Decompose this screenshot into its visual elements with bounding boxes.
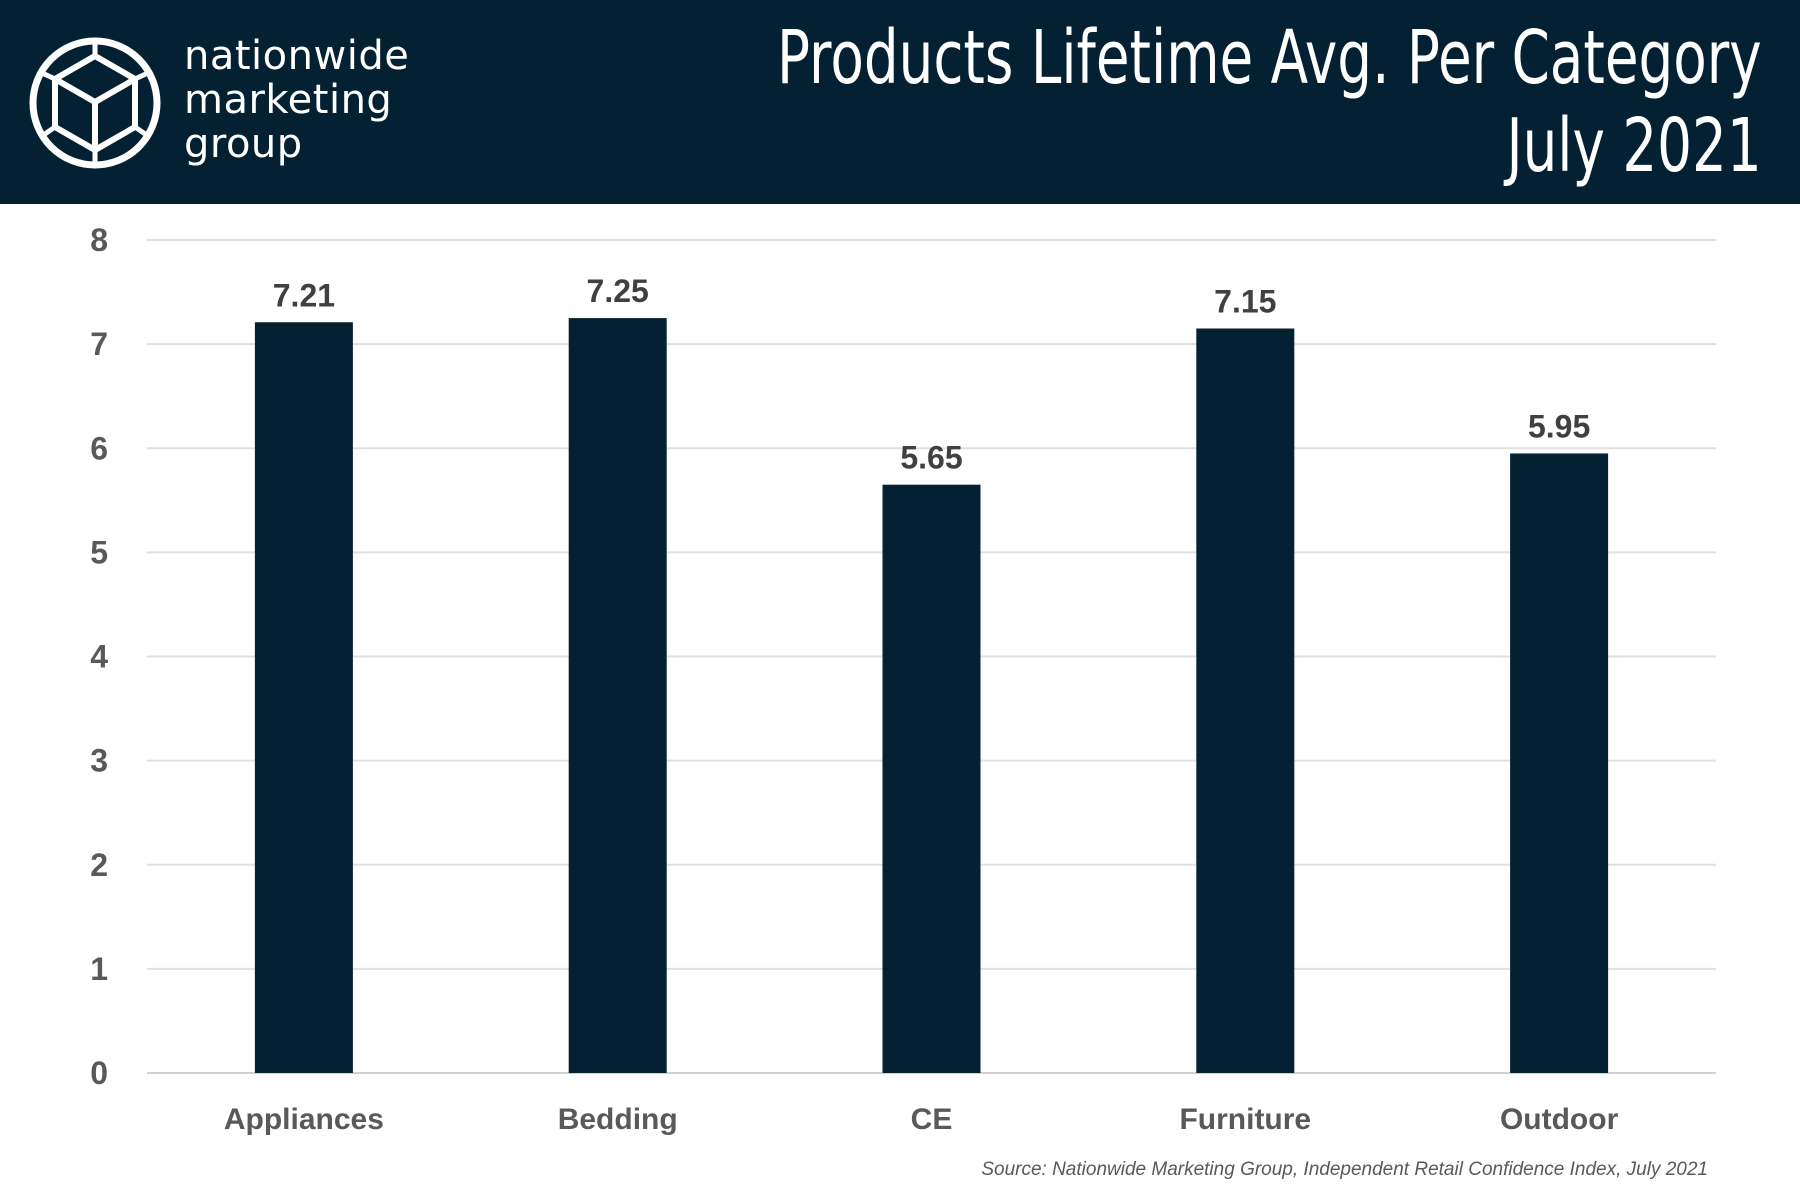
x-tick-label: Furniture bbox=[1179, 1103, 1311, 1136]
y-tick-label: 4 bbox=[90, 639, 108, 675]
data-label: 7.25 bbox=[587, 273, 649, 309]
y-tick-label: 7 bbox=[90, 326, 108, 362]
bar bbox=[1510, 453, 1609, 1073]
y-tick-label: 1 bbox=[90, 951, 108, 987]
source-note: Source: Nationwide Marketing Group, Inde… bbox=[981, 1159, 1708, 1180]
logo-icon bbox=[29, 37, 161, 169]
x-tick-label: Appliances bbox=[224, 1103, 384, 1136]
y-tick-label: 8 bbox=[90, 222, 108, 258]
title-line-1: Products Lifetime Avg. Per Category bbox=[777, 15, 1762, 101]
bar bbox=[882, 484, 981, 1074]
bar-chart: 0 1 2 3 4 5 6 7 8 7.21 Appliances 7.25 Bedding 5.65 CE… bbox=[90, 222, 1716, 1136]
x-tick-label: CE bbox=[911, 1103, 953, 1136]
x-tick-label: Outdoor bbox=[1500, 1103, 1619, 1136]
header-banner: nationwide marketing group Products Life… bbox=[0, 0, 1800, 204]
title-line-2: July 2021 bbox=[1506, 103, 1762, 189]
y-tick-label: 3 bbox=[90, 743, 108, 779]
y-tick-label: 2 bbox=[90, 847, 108, 883]
data-label: 7.15 bbox=[1214, 284, 1276, 320]
logo-wordmark: nationwide marketing group bbox=[184, 34, 409, 166]
y-tick-label: 5 bbox=[90, 534, 108, 570]
data-label: 5.65 bbox=[900, 440, 962, 476]
bar bbox=[1196, 328, 1295, 1074]
chart-title: Products Lifetime Avg. Per Category July… bbox=[777, 14, 1762, 190]
bar bbox=[254, 322, 353, 1073]
data-label: 7.21 bbox=[273, 277, 335, 313]
y-tick-label: 0 bbox=[90, 1055, 108, 1091]
bar bbox=[568, 318, 667, 1073]
y-tick-label: 6 bbox=[90, 430, 108, 466]
logo-line-1: nationwide bbox=[184, 33, 410, 79]
data-label: 5.95 bbox=[1528, 408, 1590, 444]
x-tick-label: Bedding bbox=[558, 1103, 678, 1136]
logo-line-2: marketing bbox=[184, 77, 393, 123]
logo-line-3: group bbox=[184, 121, 303, 167]
